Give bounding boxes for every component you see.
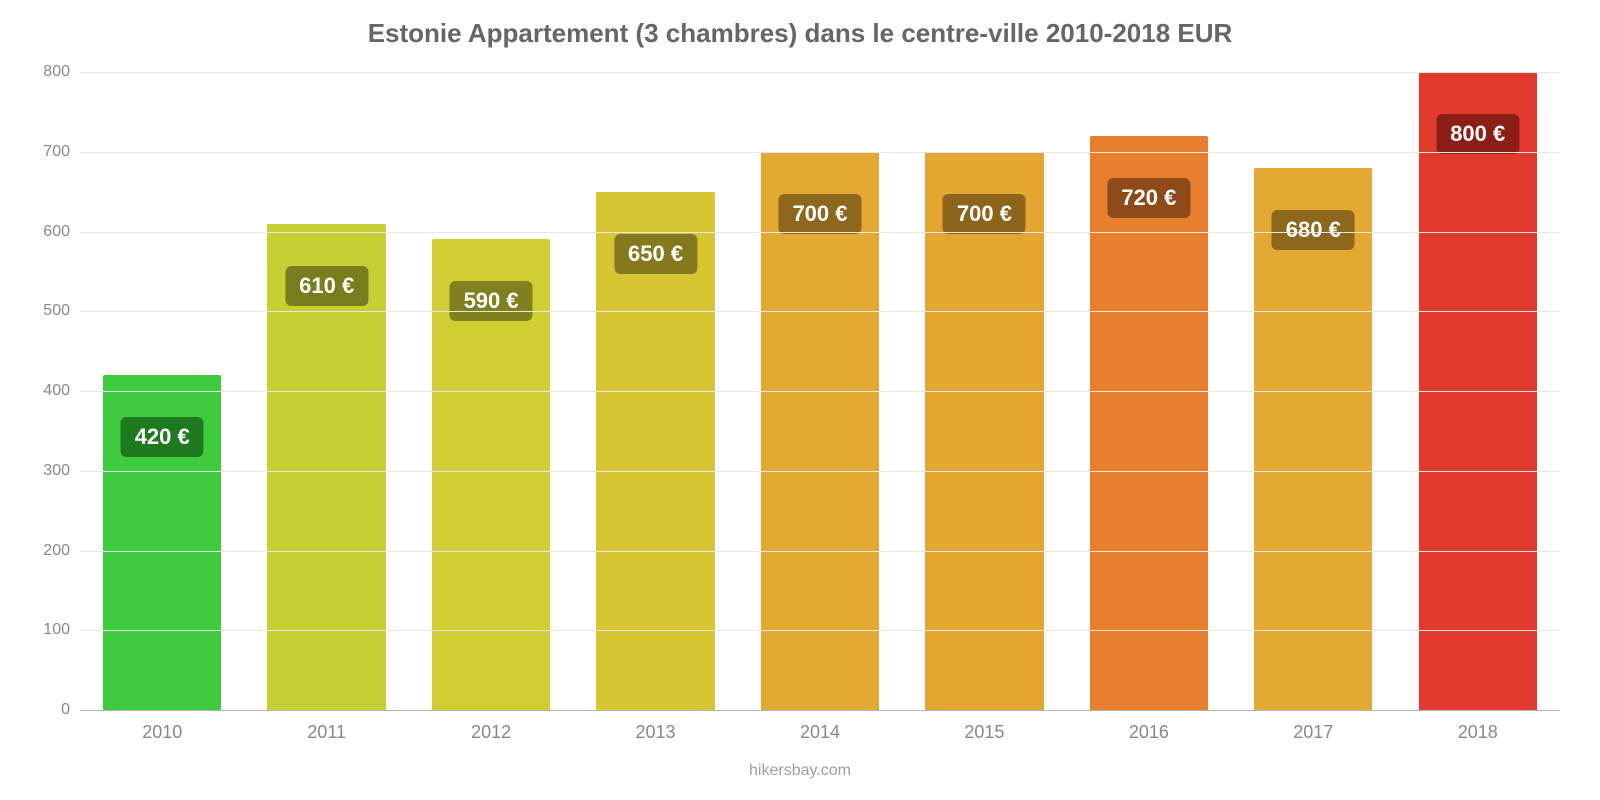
x-tick-label: 2010 — [142, 710, 182, 743]
x-tick-label: 2014 — [800, 710, 840, 743]
y-tick-label: 600 — [43, 223, 80, 241]
bar-value-label: 650 € — [614, 234, 697, 274]
y-tick-label: 700 — [43, 143, 80, 161]
bar-value-label: 720 € — [1107, 178, 1190, 218]
x-tick-label: 2016 — [1129, 710, 1169, 743]
x-tick-label: 2018 — [1458, 710, 1498, 743]
gridline — [80, 630, 1560, 631]
bar-value-label: 590 € — [450, 281, 533, 321]
bar-value-label: 420 € — [121, 417, 204, 457]
bar-chart: Estonie Appartement (3 chambres) dans le… — [0, 0, 1600, 800]
y-tick-label: 500 — [43, 302, 80, 320]
x-tick-label: 2012 — [471, 710, 511, 743]
bar-value-label: 680 € — [1272, 210, 1355, 250]
x-tick-label: 2013 — [636, 710, 676, 743]
y-tick-label: 100 — [43, 621, 80, 639]
chart-title: Estonie Appartement (3 chambres) dans le… — [0, 18, 1600, 49]
gridline — [80, 72, 1560, 73]
y-tick-label: 0 — [61, 701, 80, 719]
gridline — [80, 551, 1560, 552]
gridline — [80, 710, 1560, 711]
gridline — [80, 152, 1560, 153]
source-label: hikersbay.com — [0, 762, 1600, 780]
bar-value-label: 700 € — [943, 194, 1026, 234]
bar-value-label: 800 € — [1436, 114, 1519, 154]
bar — [761, 152, 879, 710]
bar-value-label: 610 € — [285, 266, 368, 306]
x-tick-label: 2011 — [307, 710, 346, 743]
plot-area: 420 €2010610 €2011590 €2012650 €2013700 … — [80, 72, 1560, 710]
gridline — [80, 311, 1560, 312]
bar — [925, 152, 1043, 710]
y-tick-label: 400 — [43, 382, 80, 400]
y-tick-label: 800 — [43, 63, 80, 81]
bar — [1090, 136, 1208, 710]
x-tick-label: 2015 — [964, 710, 1004, 743]
gridline — [80, 232, 1560, 233]
gridline — [80, 391, 1560, 392]
bar-value-label: 700 € — [778, 194, 861, 234]
gridline — [80, 471, 1560, 472]
y-tick-label: 300 — [43, 462, 80, 480]
y-tick-label: 200 — [43, 542, 80, 560]
x-tick-label: 2017 — [1293, 710, 1333, 743]
